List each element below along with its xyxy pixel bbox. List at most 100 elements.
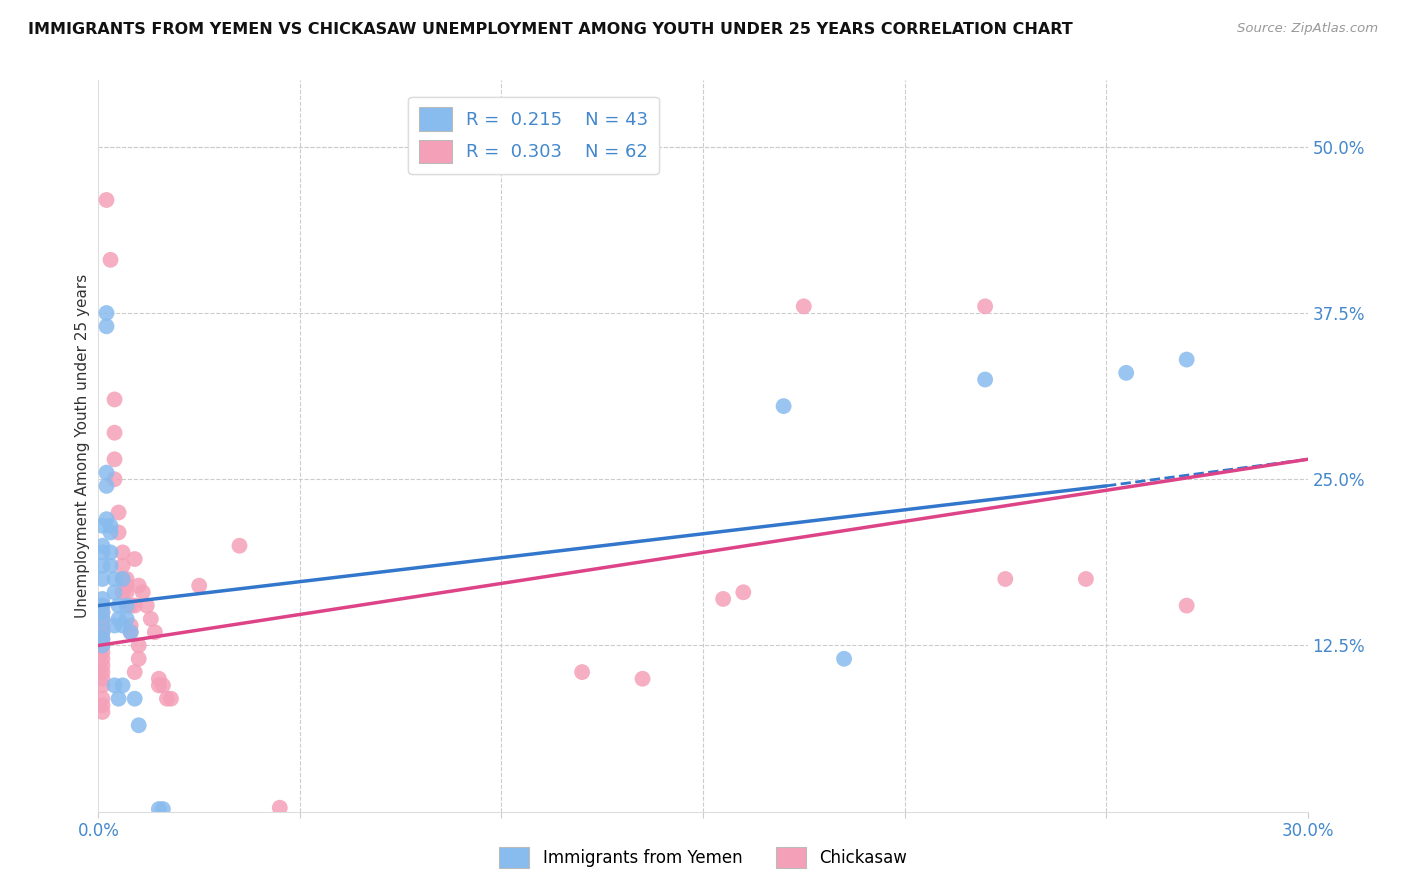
Point: [91, 672, 114, 686]
Point: [91, 691, 114, 706]
Point: [91, 612, 114, 626]
Point: [148, 802, 170, 816]
Point: [100, 518, 122, 533]
Point: [128, 652, 150, 666]
Point: [96, 319, 118, 334]
Point: [832, 652, 855, 666]
Point: [974, 299, 997, 313]
Point: [91, 632, 114, 646]
Point: [100, 252, 122, 267]
Point: [124, 552, 146, 566]
Point: [91, 639, 114, 653]
Point: [96, 466, 118, 480]
Point: [91, 645, 114, 659]
Point: [1175, 352, 1198, 367]
Point: [96, 306, 118, 320]
Point: [111, 545, 134, 559]
Point: [91, 678, 114, 692]
Point: [91, 665, 114, 679]
Point: [103, 472, 125, 486]
Y-axis label: Unemployment Among Youth under 25 years: Unemployment Among Youth under 25 years: [75, 274, 90, 618]
Point: [103, 678, 125, 692]
Point: [91, 658, 114, 673]
Point: [711, 591, 734, 606]
Point: [91, 599, 114, 613]
Point: [103, 452, 125, 467]
Point: [974, 372, 997, 386]
Legend: R =  0.215    N = 43, R =  0.303    N = 62: R = 0.215 N = 43, R = 0.303 N = 62: [408, 96, 659, 174]
Point: [91, 545, 114, 559]
Point: [107, 525, 129, 540]
Point: [91, 591, 114, 606]
Point: [111, 572, 134, 586]
Point: [124, 599, 146, 613]
Point: [772, 399, 794, 413]
Point: [120, 599, 142, 613]
Point: [91, 518, 114, 533]
Point: [188, 579, 211, 593]
Point: [994, 572, 1017, 586]
Point: [100, 525, 122, 540]
Point: [107, 691, 129, 706]
Point: [1074, 572, 1097, 586]
Point: [111, 618, 134, 632]
Legend: Immigrants from Yemen, Chickasaw: Immigrants from Yemen, Chickasaw: [492, 840, 914, 875]
Point: [135, 599, 157, 613]
Point: [107, 612, 129, 626]
Point: [152, 678, 174, 692]
Point: [120, 618, 142, 632]
Point: [120, 625, 142, 640]
Point: [111, 585, 134, 599]
Point: [91, 605, 114, 619]
Point: [733, 585, 755, 599]
Point: [91, 539, 114, 553]
Point: [96, 193, 118, 207]
Point: [143, 625, 166, 640]
Point: [228, 539, 250, 553]
Point: [111, 678, 134, 692]
Point: [124, 665, 146, 679]
Point: [91, 572, 114, 586]
Point: [107, 599, 129, 613]
Point: [571, 665, 593, 679]
Point: [91, 652, 114, 666]
Point: [115, 579, 138, 593]
Point: [115, 612, 138, 626]
Point: [631, 672, 654, 686]
Point: [91, 612, 114, 626]
Point: [91, 599, 114, 613]
Point: [1115, 366, 1137, 380]
Point: [111, 558, 134, 573]
Point: [100, 558, 122, 573]
Point: [115, 585, 138, 599]
Point: [269, 801, 291, 815]
Point: [793, 299, 815, 313]
Point: [91, 705, 114, 719]
Point: [103, 425, 125, 440]
Point: [124, 691, 146, 706]
Point: [103, 392, 125, 407]
Point: [1175, 599, 1198, 613]
Point: [91, 625, 114, 640]
Point: [103, 572, 125, 586]
Point: [148, 672, 170, 686]
Point: [152, 802, 174, 816]
Point: [107, 506, 129, 520]
Point: [132, 585, 155, 599]
Point: [120, 625, 142, 640]
Point: [91, 605, 114, 619]
Point: [115, 572, 138, 586]
Point: [100, 545, 122, 559]
Text: IMMIGRANTS FROM YEMEN VS CHICKASAW UNEMPLOYMENT AMONG YOUTH UNDER 25 YEARS CORRE: IMMIGRANTS FROM YEMEN VS CHICKASAW UNEMP…: [28, 22, 1073, 37]
Point: [91, 558, 114, 573]
Point: [128, 579, 150, 593]
Point: [139, 612, 162, 626]
Point: [103, 585, 125, 599]
Point: [156, 691, 179, 706]
Text: Source: ZipAtlas.com: Source: ZipAtlas.com: [1237, 22, 1378, 36]
Point: [91, 618, 114, 632]
Point: [96, 479, 118, 493]
Point: [148, 678, 170, 692]
Point: [111, 572, 134, 586]
Point: [96, 512, 118, 526]
